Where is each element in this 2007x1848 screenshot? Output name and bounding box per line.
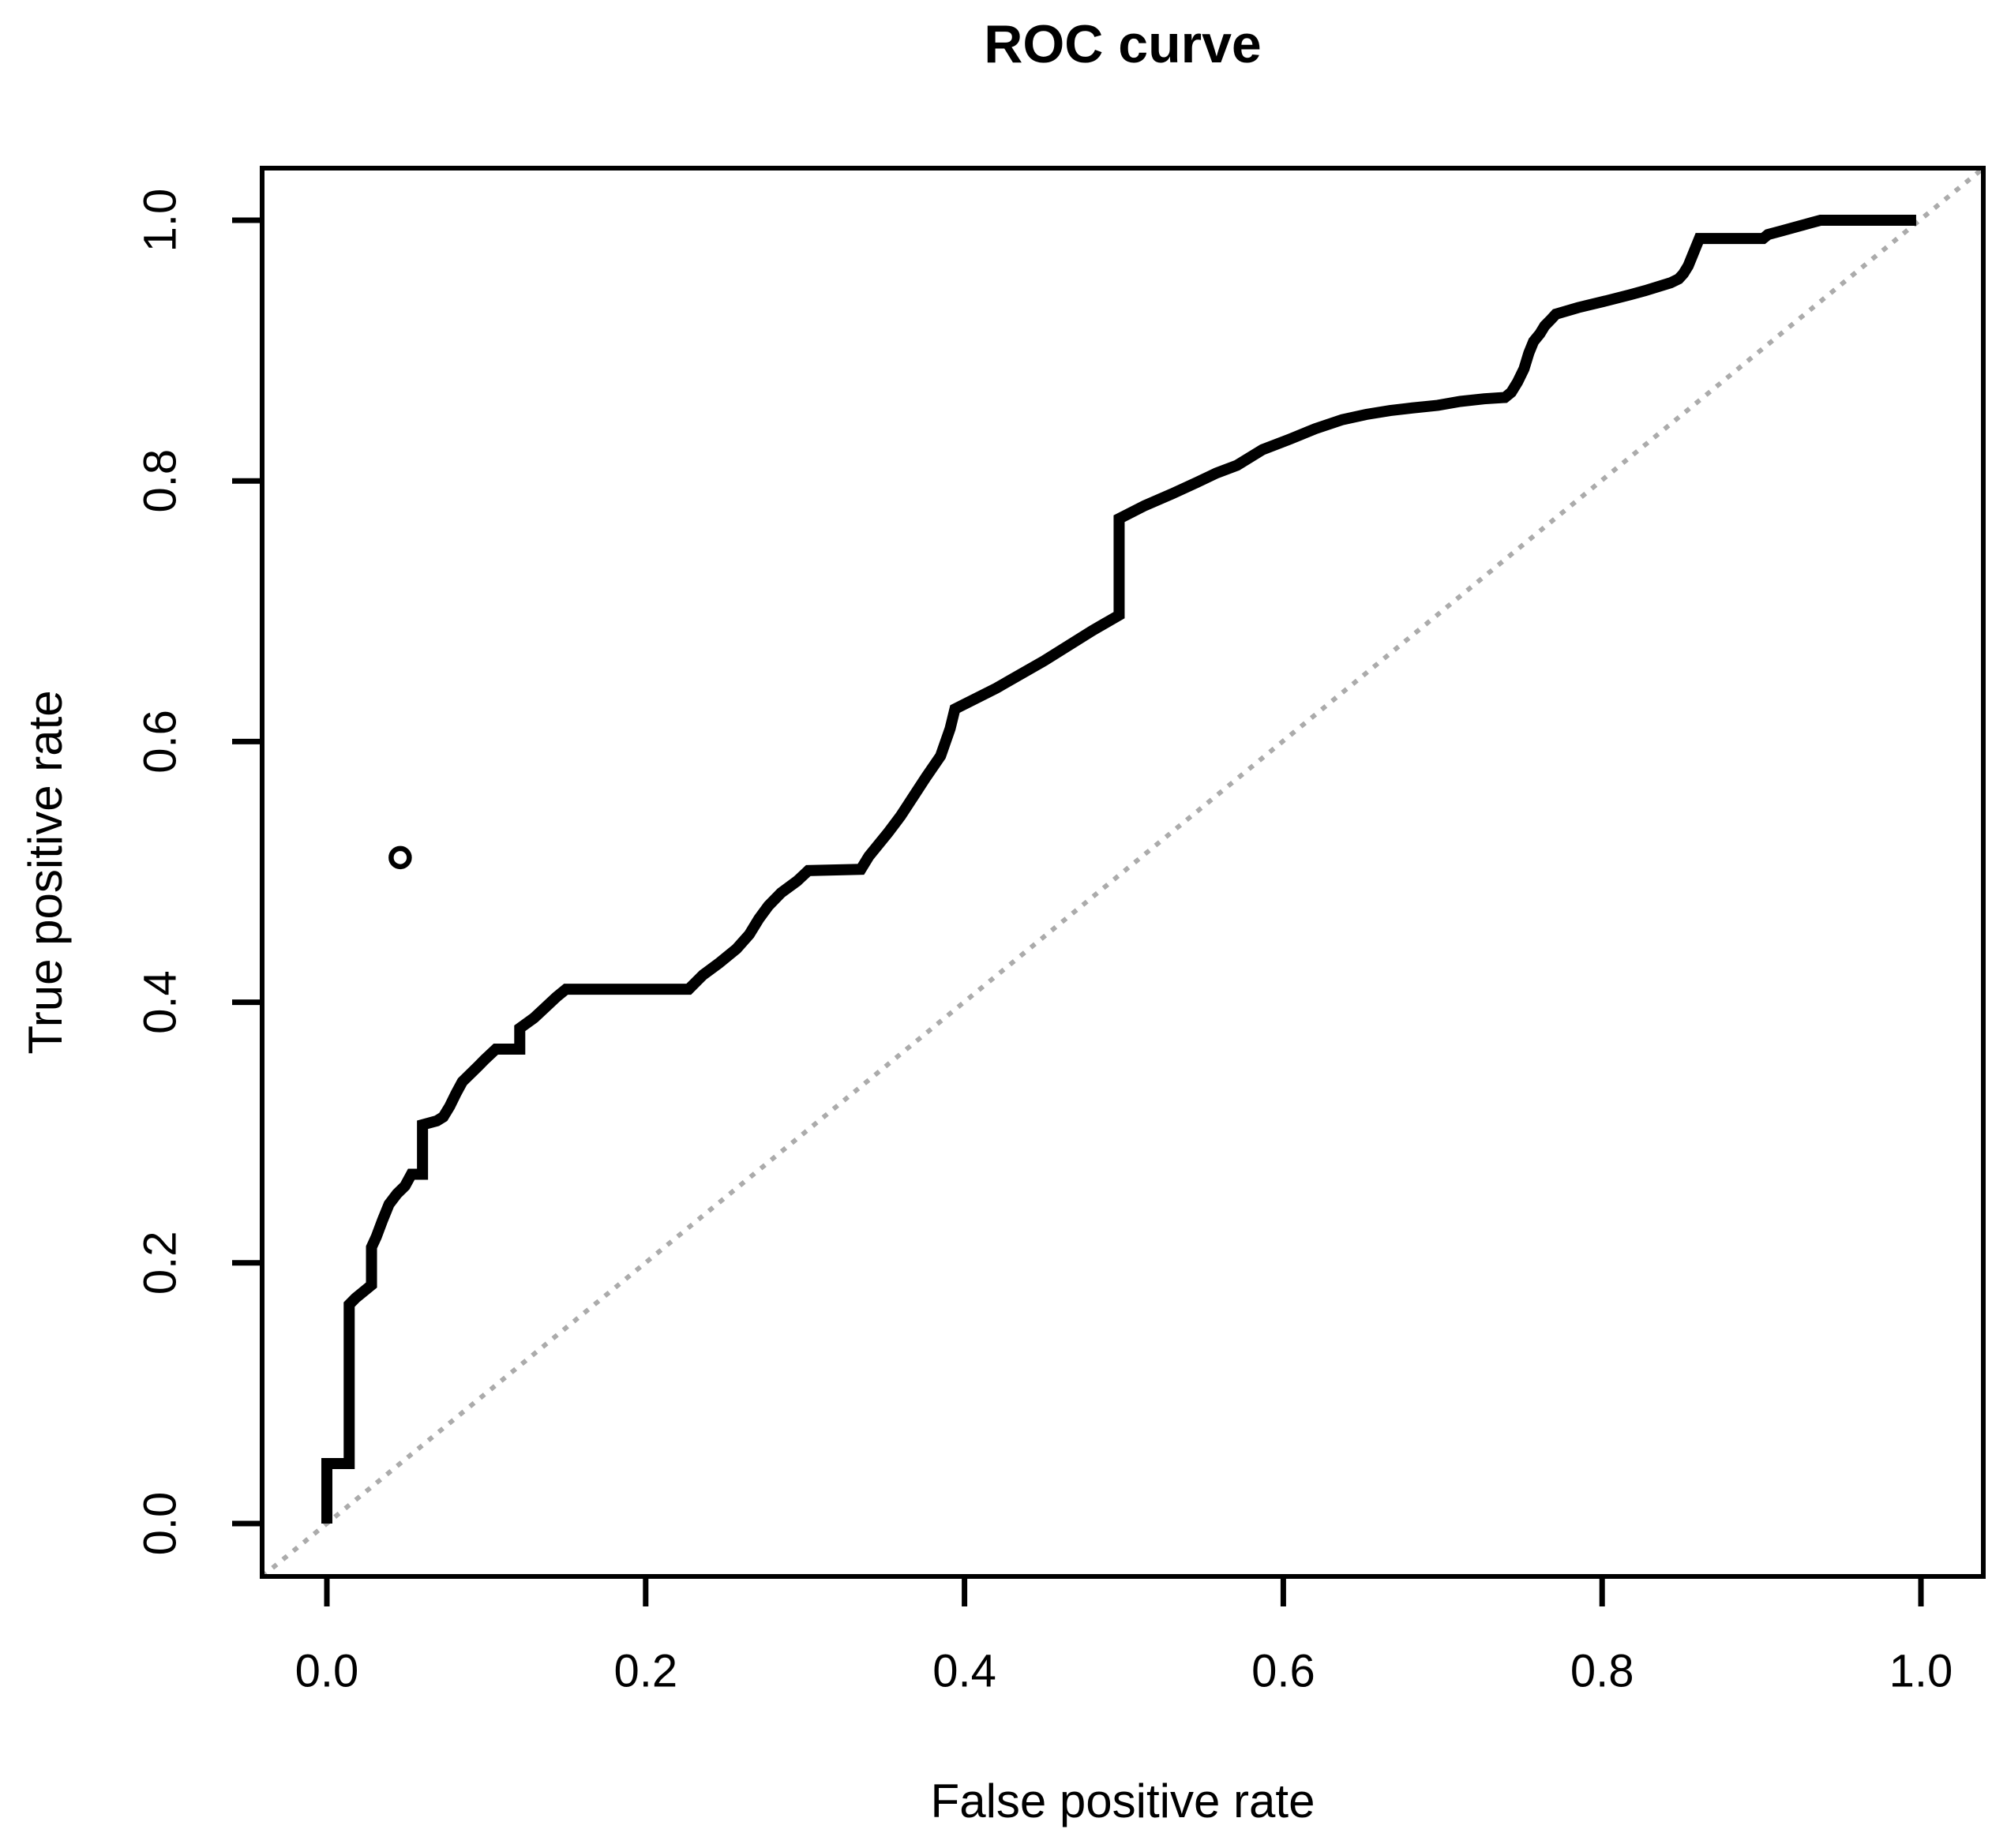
chance-diagonal-line	[261, 166, 1985, 1579]
y-axis-tick-label: 0.0	[135, 1492, 186, 1556]
plot-box	[260, 166, 1986, 1579]
x-axis-tick-label: 0.6	[1251, 1646, 1315, 1697]
x-axis-label: False positive rate	[930, 1775, 1315, 1827]
y-axis-tick-label: 0.4	[135, 970, 186, 1034]
cutoff-point-marker	[388, 845, 412, 870]
x-axis-tick-label: 0.0	[295, 1646, 359, 1697]
x-axis-tick-label: 0.2	[613, 1646, 677, 1697]
y-axis-tick-label: 0.6	[135, 710, 186, 774]
x-axis-tick-label: 0.4	[932, 1646, 996, 1697]
y-axis-tick-label: 1.0	[135, 189, 186, 253]
x-axis-tick-label: 1.0	[1889, 1646, 1953, 1697]
x-axis-tick-label: 0.8	[1570, 1646, 1634, 1697]
y-axis-tick-label: 0.8	[135, 449, 186, 513]
chart-title: ROC curve	[984, 14, 1262, 74]
roc-curve-line	[321, 215, 1916, 1524]
y-axis-tick-label: 0.2	[135, 1231, 186, 1295]
